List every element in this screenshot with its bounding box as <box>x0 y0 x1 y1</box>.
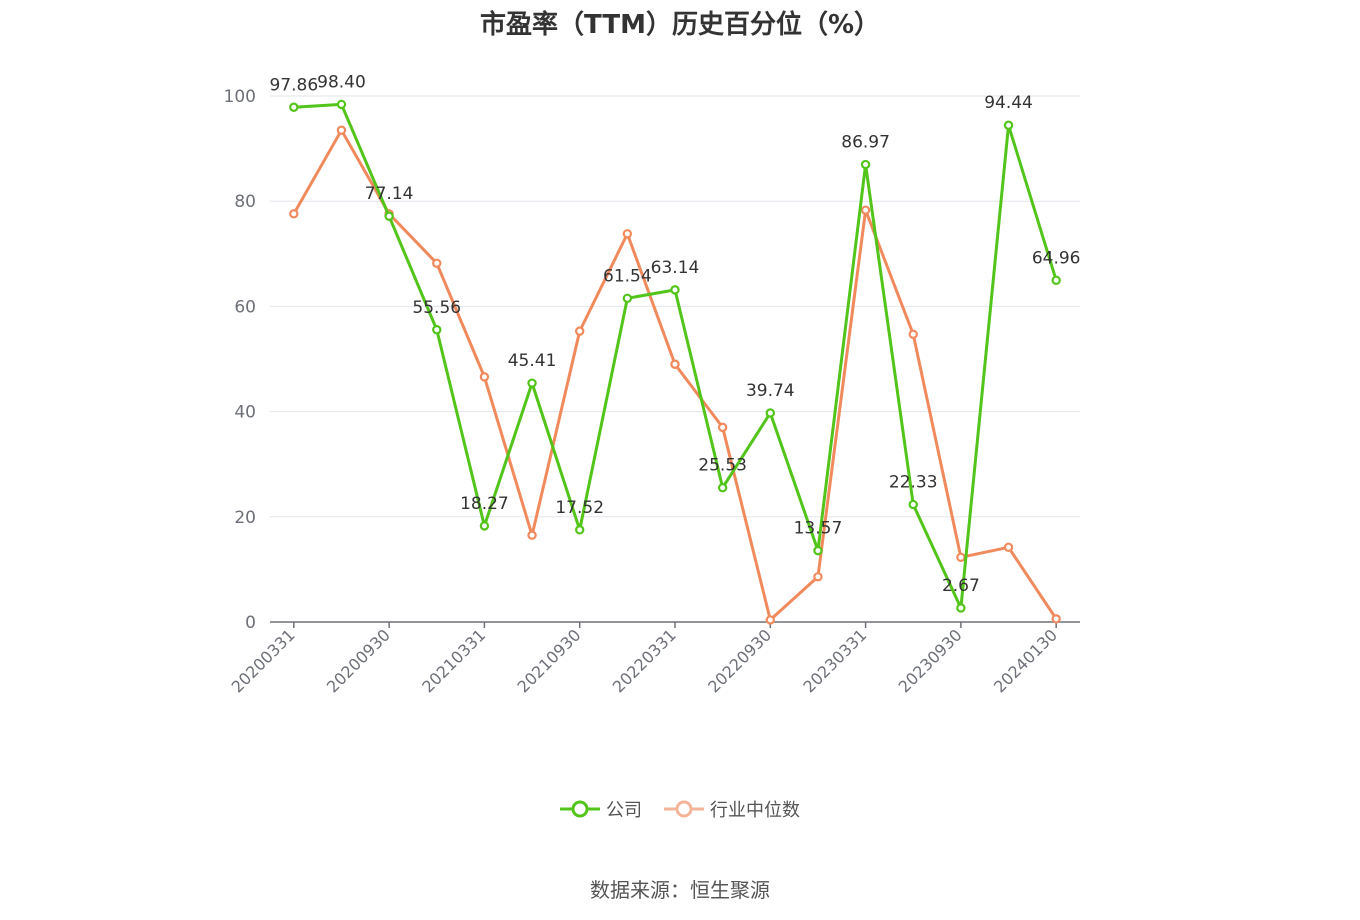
x-tick-label: 20230331 <box>799 625 870 696</box>
legend-item-company[interactable]: 公司 <box>560 796 642 822</box>
point-industry <box>717 422 728 433</box>
data-label: 64.96 <box>1032 248 1081 268</box>
x-tick-label: 20210331 <box>418 625 489 696</box>
data-label: 13.57 <box>794 519 843 539</box>
point-industry <box>670 359 680 369</box>
data-label: 86.97 <box>841 133 890 153</box>
data-label: 97.86 <box>269 75 318 95</box>
grid-layer <box>270 95 1080 518</box>
data-label: 25.53 <box>698 456 747 476</box>
data-label: 61.54 <box>603 266 652 286</box>
point-company <box>336 99 347 110</box>
point-industry <box>765 615 775 625</box>
legend-label-industry: 行业中位数 <box>710 800 800 821</box>
series-layer <box>289 99 1061 625</box>
x-tick-label: 20230930 <box>895 625 966 696</box>
y-tick-label: 0 <box>245 613 256 633</box>
point-company <box>384 211 394 221</box>
y-tick-label: 100 <box>224 87 256 107</box>
y-tick-label: 40 <box>234 403 256 423</box>
point-industry <box>1003 542 1014 553</box>
x-tick-label: 20240130 <box>990 625 1061 696</box>
point-industry <box>289 209 299 219</box>
series-line-company <box>293 102 1058 610</box>
legend-company-symbol <box>560 800 600 818</box>
data-label: 18.27 <box>460 494 509 514</box>
data-label: 45.41 <box>508 351 557 371</box>
data-label: 94.44 <box>984 93 1033 113</box>
chart-title: 市盈率（TTM）历史百分位（%） <box>480 10 880 40</box>
point-industry <box>622 229 633 239</box>
point-industry <box>860 205 871 215</box>
data-label: 22.33 <box>889 473 938 493</box>
x-tick-label: 20210930 <box>514 625 585 696</box>
legend: 公司 行业中位数 <box>0 796 1360 822</box>
point-industry <box>813 572 823 582</box>
point-company <box>956 603 966 613</box>
point-industry <box>956 552 966 563</box>
point-company <box>1051 275 1061 286</box>
data-label: 17.52 <box>555 498 604 518</box>
x-tick-label: 20220331 <box>609 625 680 696</box>
point-company <box>479 521 490 531</box>
point-industry <box>336 125 347 135</box>
point-company <box>289 102 299 112</box>
legend-label-company: 公司 <box>606 800 642 821</box>
point-industry <box>479 372 490 382</box>
point-industry <box>432 258 442 268</box>
data-label: 98.40 <box>317 72 366 92</box>
point-company <box>813 545 823 556</box>
point-company <box>717 483 728 493</box>
y-tick-label: 60 <box>234 297 256 317</box>
data-label: 39.74 <box>746 381 795 401</box>
point-company <box>908 499 918 510</box>
y-tick-label: 20 <box>234 508 256 528</box>
point-company <box>575 525 585 535</box>
data-label: 2.67 <box>942 576 980 596</box>
x-tick-label: 20220930 <box>704 625 775 696</box>
point-industry <box>527 530 537 540</box>
point-company <box>860 159 871 170</box>
axis-layer: 0 20 40 60 80 100 20200331 20200930 20210331 2021… <box>224 87 1080 696</box>
point-industry <box>575 326 585 336</box>
x-tick-label: 20200930 <box>323 625 394 696</box>
x-tick-label: 20200331 <box>228 625 299 696</box>
y-tick-label: 80 <box>234 192 256 212</box>
legend-industry-symbol <box>664 800 704 818</box>
data-source: 数据来源：恒生聚源 <box>590 878 770 902</box>
point-industry <box>908 329 918 339</box>
point-company <box>1003 120 1014 130</box>
data-label: 55.56 <box>412 298 461 318</box>
point-company <box>622 293 633 303</box>
data-label: 63.14 <box>651 258 700 278</box>
data-label: 77.14 <box>365 184 414 204</box>
legend-item-industry[interactable]: 行业中位数 <box>664 796 800 822</box>
point-industry <box>1051 614 1061 624</box>
point-company <box>432 325 442 335</box>
point-company <box>670 285 680 295</box>
point-company <box>765 408 775 418</box>
point-company <box>527 378 537 388</box>
